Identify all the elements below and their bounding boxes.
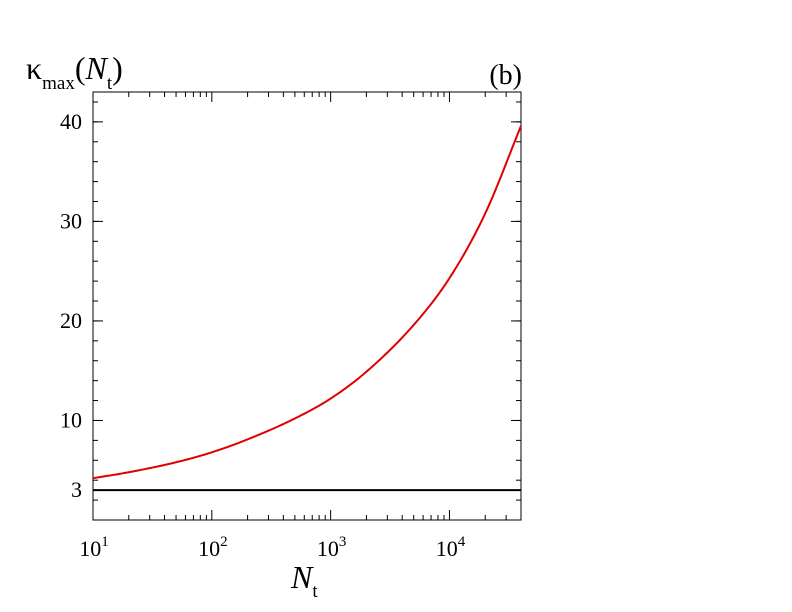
- x-tick-base: 10: [79, 536, 101, 561]
- y-label-variable: N: [85, 50, 109, 86]
- x-axis-label: Nt: [290, 559, 318, 602]
- y-tick-label: 3: [71, 477, 82, 502]
- x-tick-exponent: 2: [220, 534, 228, 550]
- ticks-layer: [92, 92, 522, 521]
- y-tick-label: 40: [60, 109, 82, 134]
- x-tick-base: 10: [436, 536, 458, 561]
- y-axis-label: κmax(Nt): [26, 50, 123, 94]
- x-label-variable: N: [290, 559, 314, 595]
- y-tick-label: 20: [60, 308, 82, 333]
- x-tick-label: 101: [79, 534, 109, 561]
- x-tick-base: 10: [317, 536, 339, 561]
- y-label-subscript: max: [42, 73, 75, 94]
- x-tick-label: 104: [436, 534, 466, 561]
- x-tick-exponent: 4: [458, 534, 466, 550]
- panel-label: (b): [489, 60, 522, 91]
- y-label-symbol: κ: [26, 50, 42, 86]
- x-tick-label: 103: [317, 534, 347, 561]
- y-tick-label: 30: [60, 208, 82, 233]
- x-tick-exponent: 3: [339, 534, 347, 550]
- series-line-0: [92, 125, 522, 480]
- x-tick-label: 102: [198, 534, 228, 561]
- plot-area: [92, 91, 522, 521]
- x-tick-exponent: 1: [101, 534, 109, 550]
- x-tick-base: 10: [198, 536, 220, 561]
- y-label-variable-subscript: t: [107, 73, 113, 94]
- x-label-subscript: t: [312, 581, 318, 602]
- series-layer: [92, 125, 522, 492]
- plot-frame: [92, 91, 522, 521]
- y-label-open-paren: (: [75, 50, 86, 86]
- y-label-close-paren: ): [112, 50, 123, 86]
- y-tick-label: 10: [60, 407, 82, 432]
